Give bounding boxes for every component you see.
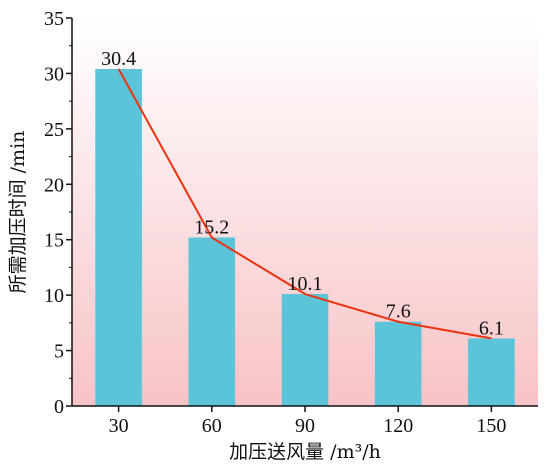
data-label-150: 6.1 (479, 317, 504, 339)
data-label-90: 10.1 (288, 273, 323, 295)
bar-30 (95, 68, 142, 406)
x-tick-label-120: 120 (383, 415, 413, 437)
x-tick-label-150: 150 (476, 415, 506, 437)
y-tick-label-25: 25 (44, 119, 64, 141)
y-tick-label-15: 15 (44, 230, 64, 252)
trend-line (117, 68, 492, 340)
x-tick-label-90: 90 (295, 415, 315, 437)
bar-120 (374, 321, 422, 406)
x-tick-label-30: 30 (109, 415, 129, 437)
y-axis-title: 所需加压时间 /min (7, 131, 29, 294)
y-tick-label-10: 10 (44, 285, 64, 307)
y-tick-label-20: 20 (44, 174, 64, 196)
bar-60 (188, 237, 236, 406)
x-tick-label-60: 60 (202, 415, 222, 437)
y-tick-label-30: 30 (44, 63, 64, 85)
x-axis-title: 加压送风量 /m³/h (229, 441, 381, 463)
data-label-30: 30.4 (101, 48, 136, 70)
data-label-120: 7.6 (386, 301, 411, 323)
bar-90 (281, 294, 329, 406)
bar-150 (468, 338, 515, 406)
y-tick-label-35: 35 (44, 8, 64, 30)
data-label-60: 15.2 (194, 216, 229, 238)
y-tick-label-5: 5 (54, 341, 64, 363)
y-tick-label-0: 0 (54, 396, 64, 418)
